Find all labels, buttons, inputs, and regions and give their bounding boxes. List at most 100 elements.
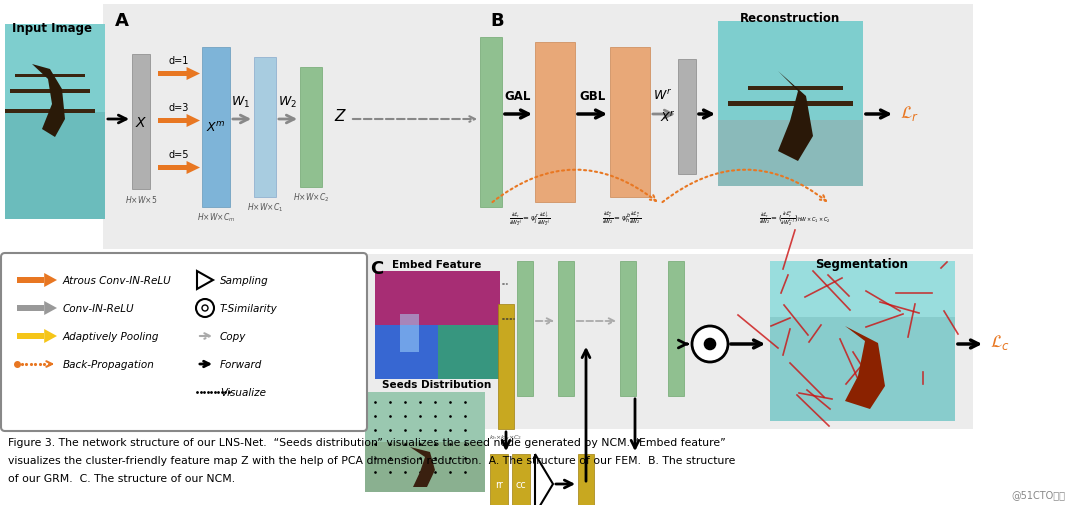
Polygon shape [44, 301, 57, 316]
Text: cc: cc [515, 479, 526, 489]
Text: $W^r$: $W^r$ [653, 88, 673, 103]
Bar [254, 58, 276, 197]
Bar [17, 277, 44, 284]
Text: Conv-IN-ReLU: Conv-IN-ReLU [63, 304, 135, 314]
Bar [5, 25, 105, 113]
Text: Visualize: Visualize [220, 387, 266, 397]
Text: A: A [114, 12, 129, 30]
Bar [498, 305, 514, 429]
Bar [480, 38, 502, 208]
Bar [770, 262, 955, 317]
Text: $H{\times}W{\times}C_m$: $H{\times}W{\times}C_m$ [197, 212, 235, 224]
Text: C: C [370, 260, 383, 277]
Bar [748, 87, 843, 91]
Text: $X^r$: $X^r$ [660, 110, 676, 125]
FancyBboxPatch shape [1, 254, 367, 431]
Bar [300, 68, 322, 188]
Text: of our GRM.  C. The structure of our NCM.: of our GRM. C. The structure of our NCM. [8, 473, 235, 483]
Circle shape [704, 338, 716, 350]
Bar [669, 262, 684, 396]
Text: Adaptively Pooling: Adaptively Pooling [63, 331, 160, 341]
Bar [437, 325, 500, 379]
Bar [10, 90, 90, 94]
Bar [517, 262, 534, 396]
Bar [678, 60, 696, 175]
Bar [512, 454, 530, 505]
Text: GBL: GBL [579, 90, 605, 103]
Text: $\mathcal{L}_c$: $\mathcal{L}_c$ [990, 333, 1010, 352]
Bar [158, 165, 187, 171]
Text: @51CTO博客: @51CTO博客 [1011, 489, 1065, 499]
Bar [718, 22, 863, 121]
Polygon shape [187, 68, 200, 81]
Bar [400, 315, 419, 352]
Text: $\mathcal{L}_r$: $\mathcal{L}_r$ [900, 104, 919, 122]
Polygon shape [410, 447, 435, 487]
Text: d=3: d=3 [168, 103, 189, 113]
Polygon shape [44, 329, 57, 343]
Text: Forward: Forward [220, 359, 262, 369]
Bar [375, 325, 437, 379]
Text: B: B [490, 12, 503, 30]
Text: Atrous Conv-IN-ReLU: Atrous Conv-IN-ReLU [63, 275, 172, 285]
Bar [365, 392, 485, 442]
Bar [5, 25, 105, 220]
Bar [17, 333, 44, 339]
Text: rr: rr [495, 479, 503, 489]
Polygon shape [32, 65, 65, 138]
Text: T-Similarity: T-Similarity [220, 304, 278, 314]
Bar [558, 262, 573, 396]
Text: $H{\times}W{\times}C_1$: $H{\times}W{\times}C_1$ [247, 201, 283, 214]
Bar [375, 272, 500, 325]
Bar [5, 110, 95, 114]
Text: d=5: d=5 [168, 149, 189, 160]
Text: $k_h{\times}k_w{\times}C_2$: $k_h{\times}k_w{\times}C_2$ [489, 432, 523, 441]
Polygon shape [187, 162, 200, 175]
Bar [132, 55, 150, 189]
Text: Seeds Distribution: Seeds Distribution [382, 379, 491, 389]
Bar [770, 262, 955, 421]
Bar [578, 454, 594, 505]
Text: $W_1$: $W_1$ [231, 95, 251, 110]
Text: Reconstruction: Reconstruction [740, 12, 840, 25]
Polygon shape [778, 72, 813, 162]
Text: $\frac{\partial \mathcal{L}_r}{\partial W_2^{-j}}=\psi_j^r\frac{\partial \mathca: $\frac{\partial \mathcal{L}_r}{\partial … [509, 210, 551, 229]
Polygon shape [845, 326, 885, 409]
Text: visualizes the cluster-friendly feature map Z with the help of PCA dimension red: visualizes the cluster-friendly feature … [8, 455, 735, 465]
Bar [718, 22, 863, 187]
Text: $\mathit{X}$: $\mathit{X}$ [135, 115, 147, 129]
Text: $\frac{\partial \mathcal{L}_r^n}{\partial W_2}=\psi_h^b\frac{\partial \mathcal{L: $\frac{\partial \mathcal{L}_r^n}{\partia… [603, 210, 642, 225]
Bar [728, 102, 853, 107]
Text: d=1: d=1 [168, 56, 189, 66]
Text: $H{\times}W{\times}5$: $H{\times}W{\times}5$ [125, 193, 157, 205]
Bar [365, 392, 485, 492]
Bar [620, 262, 636, 396]
Text: $\mathit{Z}$: $\mathit{Z}$ [334, 108, 347, 124]
Bar [535, 43, 575, 203]
Polygon shape [44, 274, 57, 287]
Text: Figure 3. The network structure of our LNS-Net.  “Seeds distribution” visualizes: Figure 3. The network structure of our L… [8, 437, 726, 447]
Bar [490, 454, 508, 505]
Bar [158, 71, 187, 77]
Bar [363, 255, 973, 429]
Bar [202, 48, 230, 208]
Text: Embed Feature: Embed Feature [392, 260, 482, 270]
Text: $W_2$: $W_2$ [278, 95, 297, 110]
Text: Segmentation: Segmentation [815, 258, 908, 271]
Text: $H{\times}W{\times}C_2$: $H{\times}W{\times}C_2$ [293, 191, 329, 204]
Bar [375, 272, 500, 379]
Text: Back-Propagation: Back-Propagation [63, 359, 154, 369]
Polygon shape [187, 115, 200, 128]
Text: GAL: GAL [504, 90, 531, 103]
Text: Copy: Copy [220, 331, 246, 341]
Text: Input Image: Input Image [12, 22, 92, 35]
Bar [15, 75, 85, 78]
Bar [103, 5, 973, 249]
Text: $\frac{\partial \mathcal{L}_r}{\partial W_2}=(\frac{\partial \mathcal{L}_r^n}{\p: $\frac{\partial \mathcal{L}_r}{\partial … [759, 210, 831, 227]
Bar [610, 48, 650, 197]
Circle shape [692, 326, 728, 362]
Text: Sampling: Sampling [220, 275, 269, 285]
Text: $\mathit{X}^m$: $\mathit{X}^m$ [206, 121, 226, 135]
Bar [17, 305, 44, 312]
Bar [158, 118, 187, 124]
